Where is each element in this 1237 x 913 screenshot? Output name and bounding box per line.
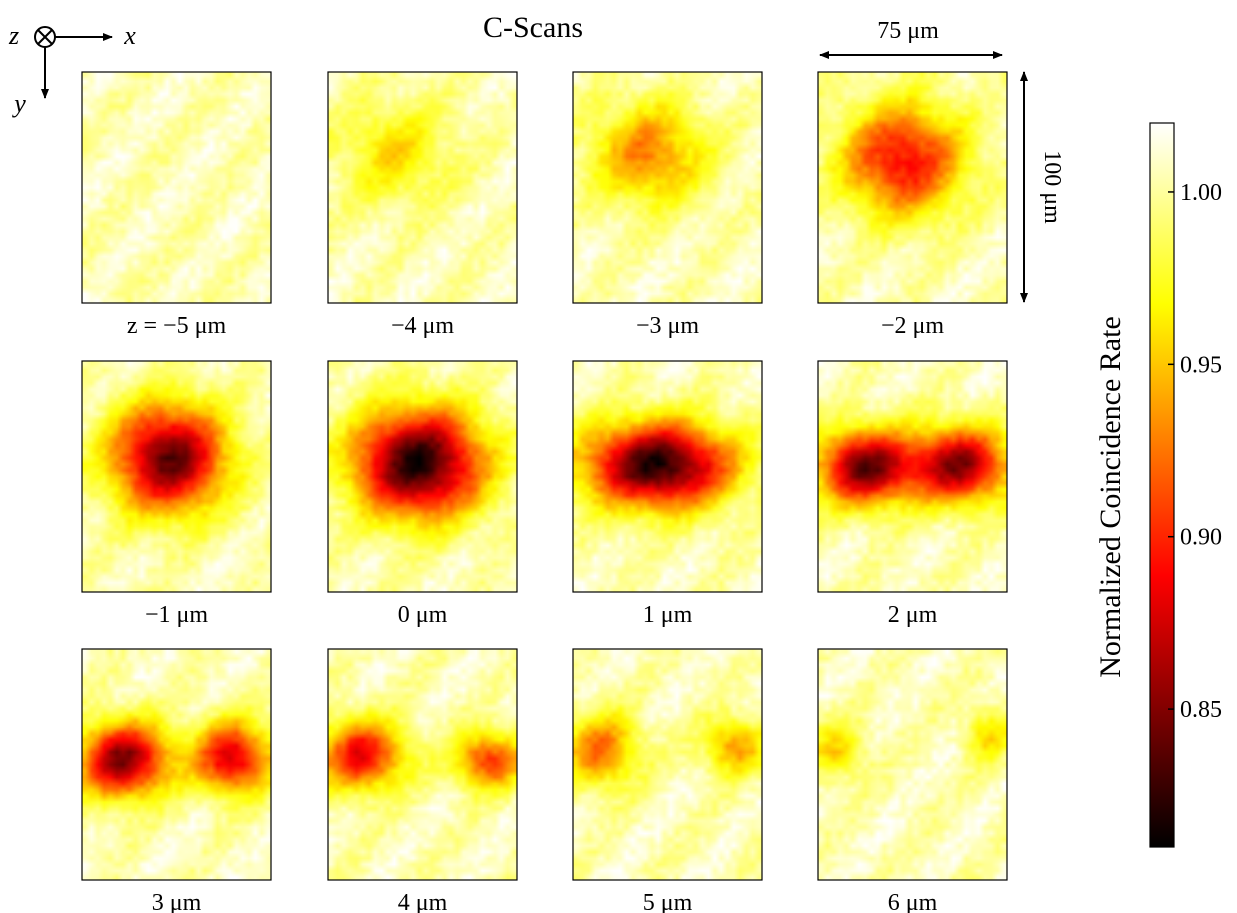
colorbar-tick-label: 1.00 xyxy=(1180,180,1222,206)
heatmap-panel-frame xyxy=(81,360,272,593)
height-scale-label: 100 μm xyxy=(1039,150,1065,224)
heatmap-panel-frame xyxy=(817,71,1008,304)
heatmap-panel-image xyxy=(573,649,762,880)
heatmap-panel-frame xyxy=(81,71,272,304)
heatmap-panel-image xyxy=(573,361,762,592)
heatmap-panel-image xyxy=(573,72,762,303)
heatmap-panel-image xyxy=(328,361,517,592)
panel-depth-label: −2 μm xyxy=(881,313,944,339)
heatmap-panel-frame xyxy=(327,648,518,881)
x-axis-label: x xyxy=(123,21,136,50)
colorbar-tick-label: 0.90 xyxy=(1180,525,1222,551)
colorbar-tick-label: 0.85 xyxy=(1180,697,1222,723)
colorbar-label: Normalized Coincidence Rate xyxy=(1094,316,1127,678)
panel-depth-label: −4 μm xyxy=(391,313,454,339)
axis-triad: z x y xyxy=(8,21,136,118)
panel-depth-label: 2 μm xyxy=(888,602,938,628)
panel-depth-label: z = −5 μm xyxy=(127,313,227,339)
panel-depth-label: −1 μm xyxy=(145,602,208,628)
heatmap-panels: z = −5 μm −4 μm −3 μm −2 μm −1 μm 0 μm 1 μm 2 μ… xyxy=(81,71,1008,913)
heatmap-panel-frame xyxy=(572,648,763,881)
panel-depth-label: 5 μm xyxy=(643,890,693,913)
heatmap-panel-image xyxy=(328,649,517,880)
heatmap-panel-frame xyxy=(327,360,518,593)
z-axis-label: z xyxy=(8,21,19,50)
heatmap-panel-image xyxy=(818,72,1007,303)
panel-depth-label: 6 μm xyxy=(888,890,938,913)
panel-depth-label: 1 μm xyxy=(643,602,693,628)
heatmap-panel-frame xyxy=(572,360,763,593)
panel-depth-label: 3 μm xyxy=(152,890,202,913)
scale-bars: 75 μm 100 μm xyxy=(819,18,1065,303)
heatmap-panel-frame xyxy=(81,648,272,881)
figure-title: C-Scans xyxy=(483,11,583,44)
colorbar-gradient xyxy=(1149,122,1175,848)
heatmap-panel-frame xyxy=(817,648,1008,881)
heatmap-panel-image xyxy=(328,72,517,303)
heatmap-panel-frame xyxy=(327,71,518,304)
panel-depth-label: 4 μm xyxy=(398,890,448,913)
width-scale-label: 75 μm xyxy=(877,18,939,44)
heatmap-panel-image xyxy=(82,649,271,880)
heatmap-panel-image xyxy=(818,649,1007,880)
panel-depth-label: −3 μm xyxy=(636,313,699,339)
y-axis-label: y xyxy=(11,89,26,118)
heatmap-panel-frame xyxy=(572,71,763,304)
heatmap-panel-image xyxy=(82,72,271,303)
panel-depth-label: 0 μm xyxy=(398,602,448,628)
heatmap-panel-image xyxy=(82,361,271,592)
z-cross-line-b xyxy=(37,29,53,45)
colorbar-tick-label: 0.95 xyxy=(1180,352,1222,378)
heatmap-panel-frame xyxy=(817,360,1008,593)
colorbar: 0.85 0.90 0.95 1.00 Normalized Coincidence … xyxy=(1094,122,1222,848)
heatmap-panel-image xyxy=(818,361,1007,592)
colorbar-ticks: 0.85 0.90 0.95 1.00 xyxy=(1168,180,1222,723)
